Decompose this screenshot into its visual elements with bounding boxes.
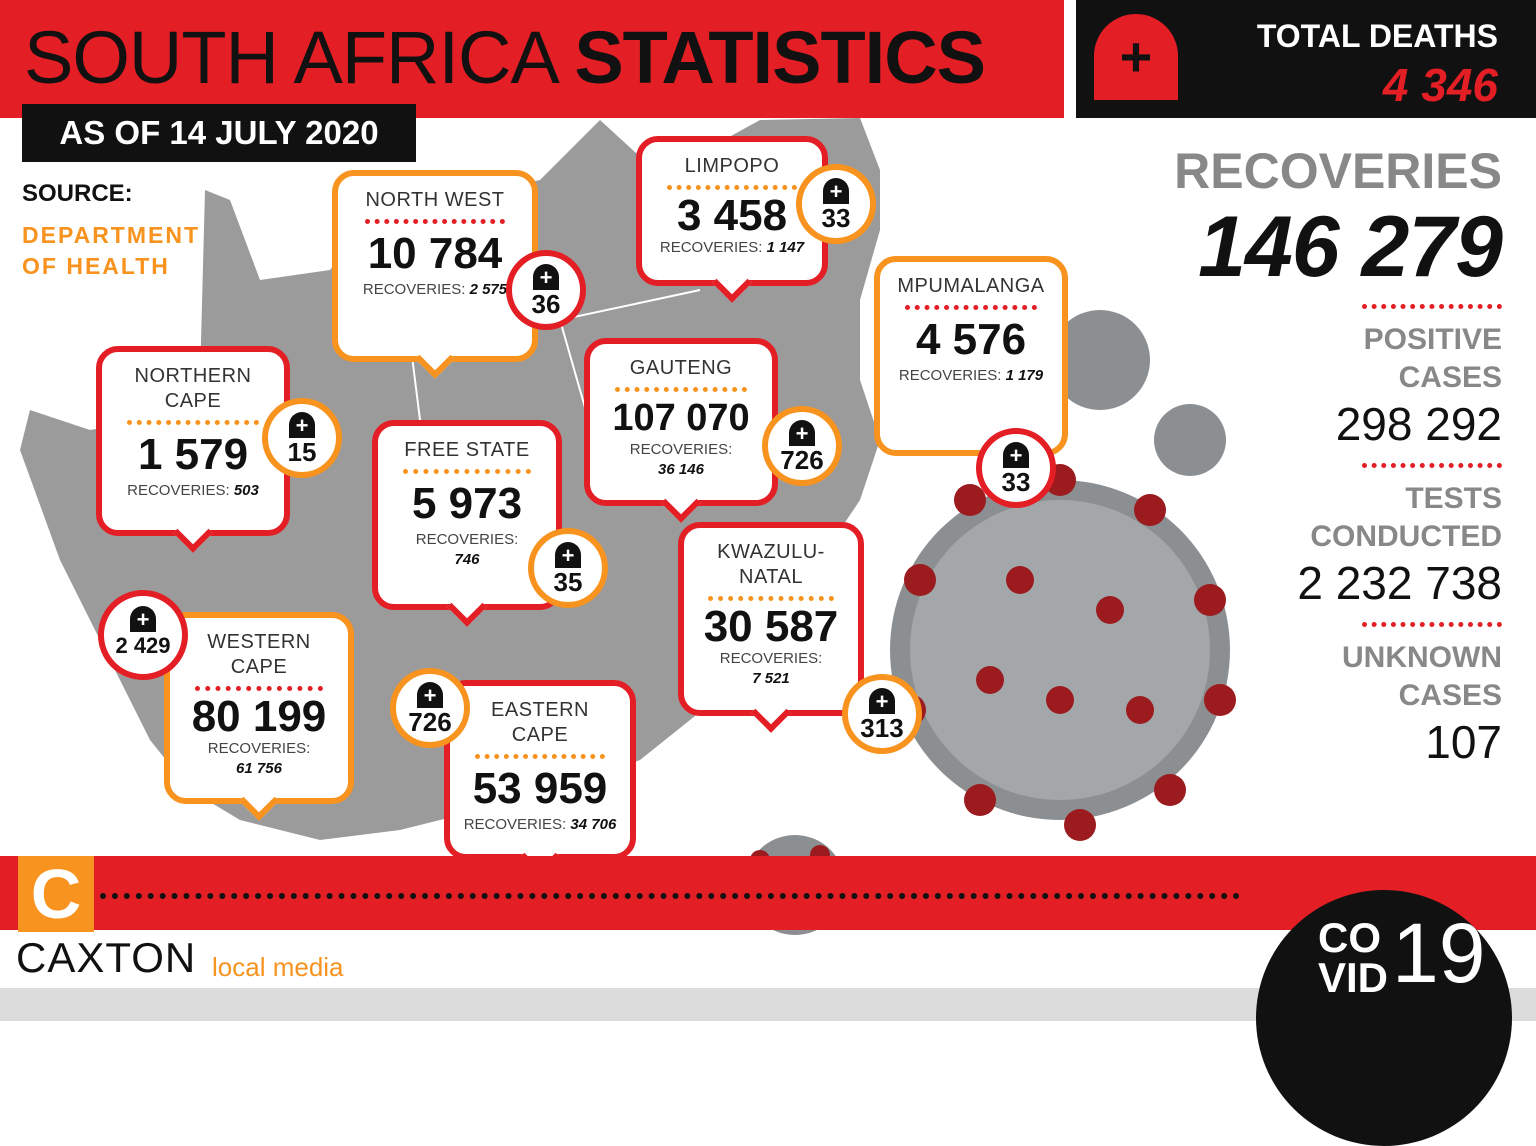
- tombstone-icon: +: [533, 264, 559, 290]
- province-card-north-west: NORTH WEST 10 784 RECOVERIES: 2 575: [332, 170, 538, 379]
- province-name: GAUTENG: [629, 357, 733, 379]
- covid-wordmark: CO VID: [1318, 914, 1389, 1001]
- tombstone-icon: +: [289, 412, 315, 438]
- province-name: WESTERN CAPE: [207, 631, 311, 678]
- tombstone-icon: +: [823, 178, 849, 204]
- tests-conducted-label: TESTS CONDUCTED: [1310, 482, 1502, 553]
- province-name: FREE STATE: [404, 439, 530, 461]
- caxton-logo-icon: [18, 856, 94, 932]
- title-bold: STATISTICS: [574, 16, 986, 99]
- deaths-badge-free-state: +35: [528, 528, 608, 608]
- unknown-cases-label: UNKNOWN CASES: [1342, 641, 1502, 712]
- province-name: KWAZULU-NATAL: [717, 541, 825, 588]
- province-name: NORTH WEST: [365, 189, 505, 211]
- province-cases: 4 576: [915, 315, 1027, 364]
- logo-letter: C: [30, 855, 82, 933]
- province-name: EASTERN CAPE: [491, 699, 589, 746]
- tombstone-icon: +: [130, 606, 156, 632]
- province-recoveries: RECOVERIES: 746: [415, 531, 519, 568]
- tombstone-icon: +: [1003, 442, 1029, 468]
- tombstone-icon: +: [1094, 14, 1178, 100]
- province-name: NORTHERN CAPE: [134, 365, 252, 412]
- deaths-badge-kwazulu-natal: +313: [842, 674, 922, 754]
- province-cases: 30 587: [703, 602, 839, 651]
- tombstone-icon: +: [555, 542, 581, 568]
- positive-cases-label: POSITIVE CASES: [1363, 323, 1502, 394]
- total-deaths-label: TOTAL DEATHS: [1256, 18, 1498, 54]
- deaths-badge-western-cape: +2 429: [98, 590, 188, 680]
- company-name: CAXTON: [16, 934, 197, 981]
- province-card-western-cape: WESTERN CAPE 80 199 RECOVERIES: 61 756: [164, 612, 354, 821]
- covid-number: 19: [1392, 906, 1486, 1000]
- recoveries-value: 146 279: [1198, 199, 1503, 295]
- deaths-badge-gauteng: +726: [762, 406, 842, 486]
- province-recoveries: RECOVERIES: 36 146: [629, 441, 733, 478]
- date-label: AS OF 14 JULY 2020: [22, 104, 416, 162]
- tombstone-icon: +: [869, 688, 895, 714]
- total-deaths-value: 4 346: [1382, 59, 1498, 111]
- province-recoveries: RECOVERIES: 1 147: [659, 239, 805, 256]
- province-card-kwazulu-natal: KWAZULU-NATAL 30 587 RECOVERIES: 7 521: [678, 522, 864, 733]
- deaths-badge-eastern-cape: +726: [390, 668, 470, 748]
- province-card-mpumalanga: MPUMALANGA 4 576 RECOVERIES: 1 179: [874, 256, 1068, 456]
- company-subtitle: local media: [212, 952, 344, 982]
- deaths-badge-limpopo: +33: [796, 164, 876, 244]
- province-recoveries: RECOVERIES: 7 521: [719, 650, 823, 687]
- province-card-gauteng: GAUTENG 107 070 RECOVERIES: 36 146: [584, 338, 778, 523]
- positive-cases-value: 298 292: [1335, 398, 1502, 450]
- source-label: SOURCE:: [22, 180, 133, 207]
- virus-illustration: [890, 310, 1236, 841]
- province-cases: 3 458: [676, 191, 788, 240]
- province-card-eastern-cape: EASTERN CAPE 53 959 RECOVERIES: 34 706: [444, 680, 636, 877]
- deaths-badge-north-west: +36: [506, 250, 586, 330]
- province-recoveries: RECOVERIES: 34 706: [463, 816, 617, 833]
- unknown-cases-value: 107: [1425, 716, 1502, 768]
- title-light: SOUTH AFRICA: [24, 16, 556, 99]
- province-cases: 5 973: [411, 479, 523, 528]
- province-cases: 1 579: [137, 430, 249, 479]
- province-name: MPUMALANGA: [897, 275, 1045, 297]
- title-bar: [0, 0, 1064, 118]
- province-cases: 10 784: [367, 229, 503, 278]
- tests-conducted-value: 2 232 738: [1297, 557, 1502, 609]
- summary-panel: RECOVERIES 146 279 POSITIVE CASES 298 29…: [1082, 140, 1503, 769]
- page-title: SOUTH AFRICA STATISTICS: [24, 16, 986, 99]
- deaths-badge-mpumalanga: +33: [976, 428, 1056, 508]
- province-name: LIMPOPO: [684, 155, 780, 177]
- province-recoveries: RECOVERIES: 503: [127, 482, 259, 499]
- recoveries-label: RECOVERIES: [1174, 143, 1502, 199]
- province-recoveries: RECOVERIES: 2 575: [362, 281, 508, 298]
- province-cases: 80 199: [191, 692, 327, 741]
- province-cases: 107 070: [612, 397, 750, 439]
- deaths-badge-northern-cape: +15: [262, 398, 342, 478]
- province-recoveries: RECOVERIES: 1 179: [898, 367, 1044, 384]
- dotted-divider: [100, 893, 1240, 899]
- province-recoveries: RECOVERIES: 61 756: [207, 740, 311, 777]
- tombstone-icon: +: [417, 682, 443, 708]
- province-card-northern-cape: NORTHERN CAPE 1 579 RECOVERIES: 503: [96, 346, 290, 553]
- province-cases: 53 959: [472, 764, 608, 813]
- source-value: DEPARTMENT OF HEALTH: [22, 222, 201, 279]
- tombstone-icon: +: [789, 420, 815, 446]
